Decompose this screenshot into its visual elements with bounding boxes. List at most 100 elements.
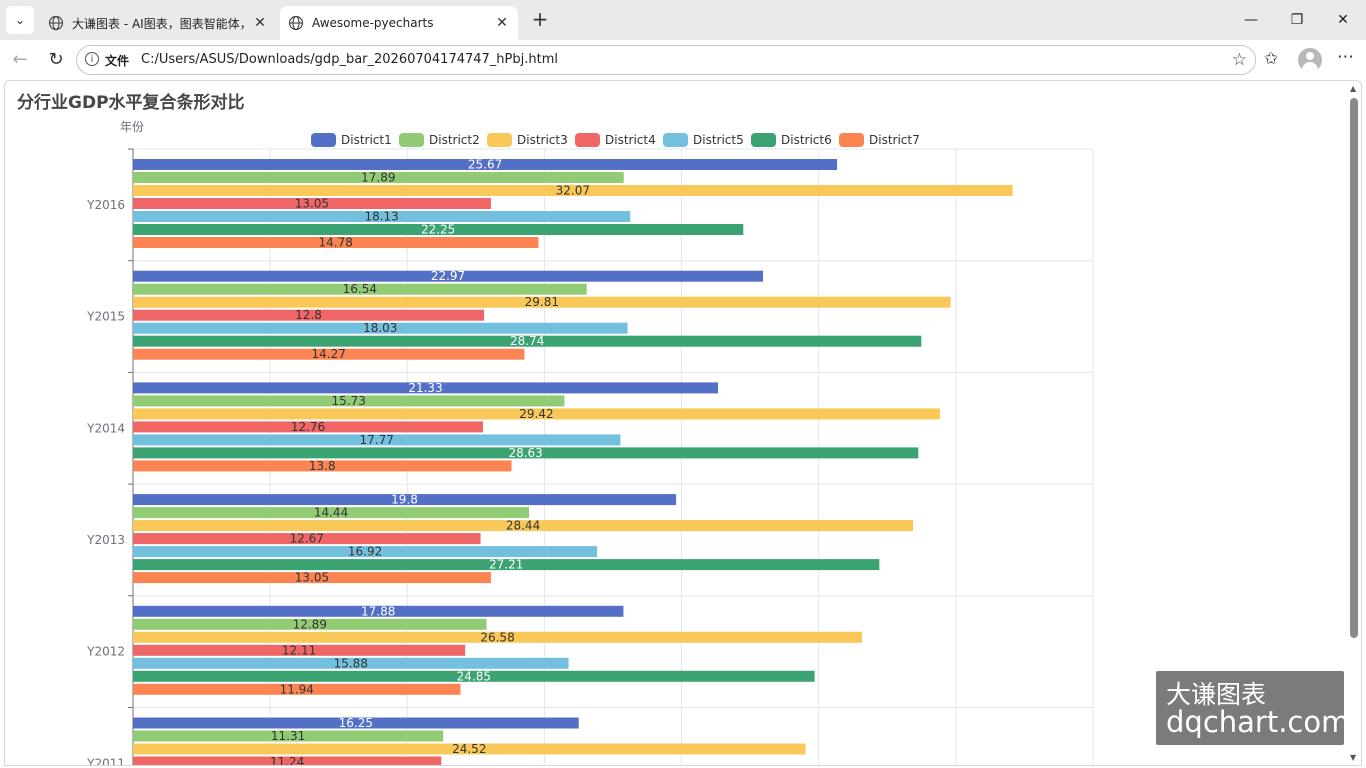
bar — [133, 756, 442, 765]
bar — [133, 507, 530, 519]
y-tick-label: Y2015 — [86, 310, 125, 324]
bar — [133, 605, 624, 617]
legend-swatch — [663, 133, 688, 147]
more-icon[interactable]: ⋯ — [1337, 47, 1354, 67]
y-tick-label: Y2013 — [86, 533, 125, 547]
close-icon[interactable]: ✕ — [254, 15, 266, 31]
data-label: 11.94 — [280, 682, 314, 696]
bar — [133, 237, 539, 248]
tab-dqchart[interactable]: 大谦图表 - AI图表，图表智能体， ✕ — [40, 6, 276, 40]
bar — [133, 494, 677, 506]
scroll-up-icon[interactable]: ▲ — [1350, 84, 1357, 93]
star-icon[interactable]: ☆ — [1231, 50, 1247, 70]
bar — [133, 408, 940, 420]
close-window-button[interactable]: ✕ — [1320, 8, 1366, 32]
bar — [133, 172, 624, 183]
favorites-icon[interactable]: ✩ — [1264, 49, 1279, 69]
y-tick-label: Y2011 — [86, 756, 125, 766]
watermark-line2: dqchart.com — [1166, 705, 1350, 739]
data-label: 22.25 — [421, 223, 455, 237]
legend-swatch — [487, 133, 512, 147]
bar — [133, 224, 744, 235]
data-label: 12.8 — [295, 308, 322, 322]
bar — [133, 717, 579, 729]
y-tick-label: Y2014 — [86, 421, 125, 435]
bar — [133, 631, 863, 643]
bar — [133, 421, 483, 433]
bar — [133, 283, 587, 295]
bar — [133, 670, 815, 682]
legend-item: District3 — [517, 133, 568, 147]
data-label: 13.05 — [295, 197, 329, 211]
reload-button[interactable]: ↻ — [44, 48, 68, 72]
bar — [133, 520, 914, 532]
minimize-button[interactable]: — — [1228, 8, 1274, 32]
legend-item: District6 — [781, 133, 832, 147]
legend-item: District5 — [693, 133, 744, 147]
data-label: 11.31 — [271, 729, 305, 743]
avatar[interactable] — [1298, 48, 1322, 72]
data-label: 17.88 — [361, 604, 395, 618]
data-label: 25.67 — [468, 158, 502, 172]
data-label: 24.85 — [457, 669, 491, 683]
globe-icon — [48, 15, 64, 31]
bar — [133, 395, 565, 407]
arrow-left-icon: ← — [12, 49, 28, 70]
close-icon[interactable]: ✕ — [496, 15, 508, 31]
y-axis-name: 年份 — [120, 120, 144, 134]
bar — [133, 211, 631, 222]
url-text[interactable]: C:/Users/ASUS/Downloads/gdp_bar_20260704… — [141, 52, 558, 67]
y-tick-label: Y2012 — [86, 645, 125, 659]
back-button[interactable]: ← — [8, 48, 32, 72]
bar — [133, 335, 922, 347]
data-label: 15.73 — [332, 394, 366, 408]
scrollbar[interactable]: ▲ ▼ — [1346, 80, 1362, 766]
y-tick-label: Y2016 — [86, 198, 125, 212]
data-label: 28.44 — [506, 519, 540, 533]
legend-item: District1 — [341, 133, 392, 147]
data-label: 16.25 — [339, 716, 373, 730]
reload-icon: ↻ — [48, 49, 64, 70]
data-label: 16.92 — [348, 545, 382, 559]
scroll-down-icon[interactable]: ▼ — [1350, 753, 1357, 762]
data-label: 28.63 — [508, 446, 542, 460]
legend-swatch — [575, 133, 600, 147]
tab-awesome-pyecharts[interactable]: Awesome-pyecharts ✕ — [280, 6, 518, 40]
tab-strip: ⌄ 大谦图表 - AI图表，图表智能体， ✕ Awesome-pyecharts… — [0, 0, 1366, 40]
bar — [133, 159, 838, 170]
info-icon[interactable]: i — [85, 52, 99, 66]
watermark-line1: 大谦图表 — [1166, 680, 1267, 709]
bar — [133, 743, 806, 755]
legend-item: District4 — [605, 133, 656, 147]
legend-item: District2 — [429, 133, 480, 147]
data-label: 19.8 — [391, 493, 418, 507]
watermark: 大谦图表 dqchart.com — [1156, 671, 1349, 745]
bar — [133, 546, 598, 558]
bar — [133, 447, 919, 459]
bar — [133, 270, 764, 282]
data-label: 18.03 — [363, 321, 397, 335]
tab-title: Awesome-pyecharts — [312, 16, 434, 30]
data-label: 17.77 — [360, 433, 394, 447]
bar — [133, 559, 880, 571]
bar — [133, 533, 481, 545]
restore-button[interactable]: ❐ — [1274, 8, 1320, 32]
bar — [133, 460, 512, 472]
bar — [133, 296, 951, 308]
bar — [133, 382, 719, 394]
bar — [133, 683, 461, 695]
data-label: 27.21 — [489, 558, 523, 572]
data-label: 22.97 — [431, 269, 465, 283]
bar — [133, 644, 466, 656]
scroll-thumb[interactable] — [1350, 98, 1358, 638]
bar — [133, 618, 487, 630]
tab-search-button[interactable]: ⌄ — [6, 6, 34, 34]
address-bar[interactable]: i 文件 C:/Users/ASUS/Downloads/gdp_bar_202… — [76, 45, 1256, 75]
data-label: 11.24 — [270, 755, 304, 766]
data-label: 14.27 — [312, 347, 346, 361]
data-label: 14.78 — [319, 236, 353, 250]
new-tab-button[interactable]: + — [528, 8, 552, 32]
data-label: 15.88 — [334, 656, 368, 670]
data-label: 14.44 — [314, 506, 348, 520]
